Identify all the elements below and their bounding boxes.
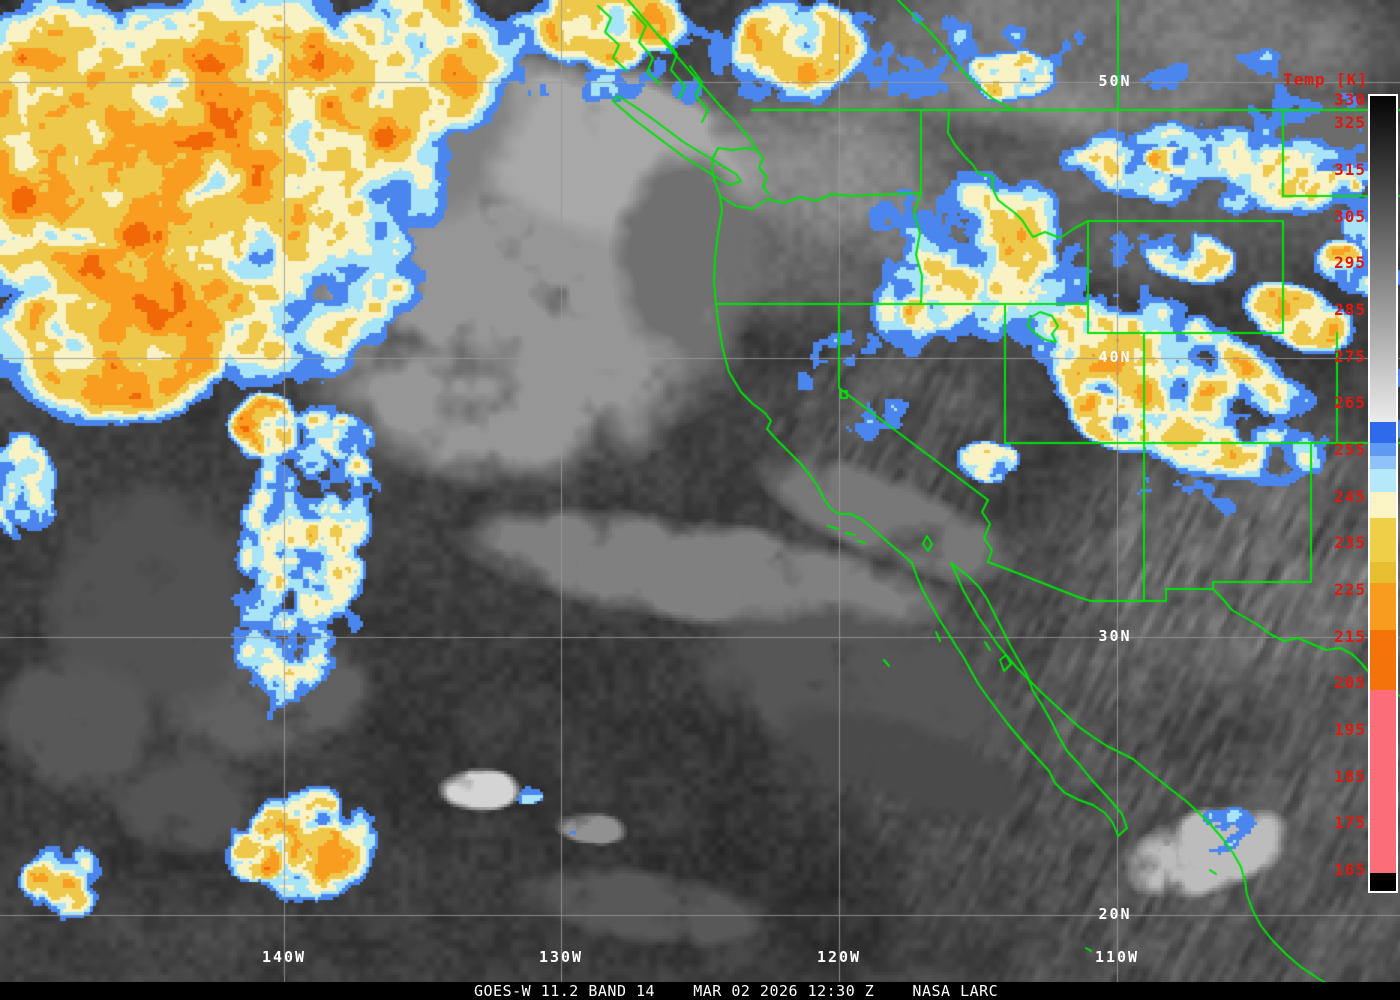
colorbar-segment-0 [1370, 95, 1396, 423]
colorbar-title: Temp [K] [1282, 70, 1368, 89]
colorbar-segment-10 [1370, 690, 1396, 874]
colorbar-segment-4 [1370, 468, 1396, 493]
colorbar-segment-2 [1370, 443, 1396, 457]
temperature-colorbar [1368, 94, 1398, 893]
colorbar-segment-3 [1370, 455, 1396, 470]
caption-text: GOES-W 11.2 BAND 14 MAR 02 2026 12:30 Z … [474, 982, 999, 1000]
colorbar-segment-9 [1370, 629, 1396, 691]
colorbar-segment-6 [1370, 517, 1396, 563]
colorbar-segment-11 [1370, 873, 1396, 892]
colorbar-segment-1 [1370, 422, 1396, 444]
caption-bar: GOES-W 11.2 BAND 14 MAR 02 2026 12:30 Z … [0, 982, 1400, 1000]
colorbar-segment-7 [1370, 562, 1396, 584]
colorbar-segment-5 [1370, 492, 1396, 519]
colorbar-segment-8 [1370, 583, 1396, 631]
